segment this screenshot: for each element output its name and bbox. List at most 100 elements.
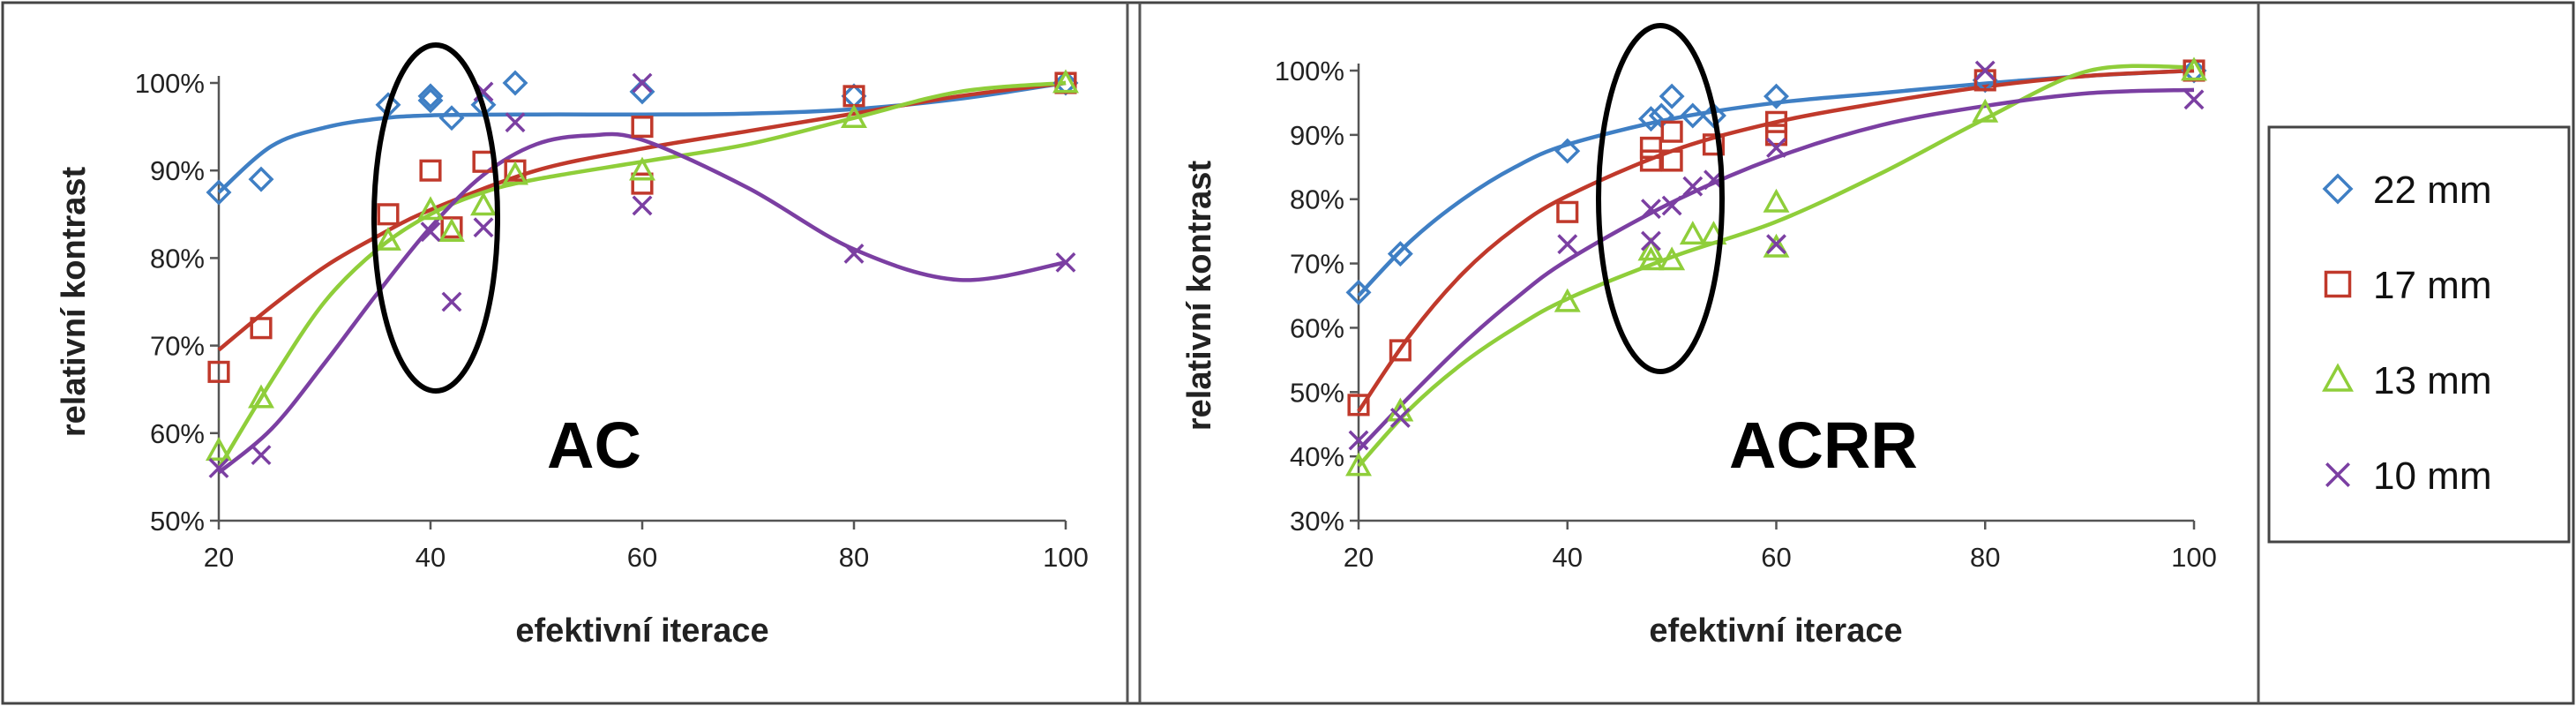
highlight-ellipse — [1596, 23, 1725, 374]
legend-item: 13 mm — [2322, 359, 2491, 402]
data-point-diamond — [1637, 106, 1664, 132]
y-tick-label: 50% — [1290, 377, 1344, 408]
data-point-triangle — [375, 226, 401, 251]
data-point-triangle — [470, 192, 497, 216]
data-point-x — [1641, 199, 1661, 220]
x-tick-label: 20 — [1344, 542, 1374, 573]
data-point-diamond — [1387, 241, 1413, 267]
data-point-square — [1556, 200, 1579, 223]
legend-label: 13 mm — [2373, 359, 2491, 402]
y-tick-label: 80% — [1290, 184, 1344, 215]
data-point-square — [1702, 133, 1726, 156]
data-point-x — [208, 458, 229, 478]
data-point-triangle — [417, 196, 444, 221]
data-point-x — [632, 195, 653, 216]
data-point-triangle — [2181, 56, 2207, 81]
data-point-square — [1639, 149, 1663, 172]
data-point-diamond — [1764, 83, 1789, 109]
y-tick-label: 100% — [135, 68, 205, 99]
data-point-square — [377, 203, 400, 226]
y-axis-title: relativní kontrast — [56, 167, 93, 438]
data-series — [1348, 60, 2205, 451]
x-tick-label: 100 — [2171, 542, 2217, 573]
x-tick-label: 40 — [416, 542, 446, 573]
data-point-square — [207, 360, 230, 383]
data-point-x — [1766, 137, 1786, 158]
data-point-triangle — [1637, 237, 1665, 261]
data-point-x — [1766, 234, 1786, 255]
y-tick-label: 70% — [1290, 249, 1344, 280]
data-point-x — [632, 72, 653, 94]
y-tick-label: 30% — [1290, 506, 1344, 537]
data-point-diamond — [502, 70, 528, 96]
data-point-triangle — [1679, 221, 1706, 245]
trend-line — [217, 131, 1067, 475]
y-tick-label: 60% — [1290, 312, 1344, 343]
data-point-x — [1557, 234, 1578, 255]
trend-line — [217, 80, 1067, 469]
data-point-x — [1661, 195, 1682, 216]
data-point-x — [505, 112, 526, 133]
data-point-diamond — [417, 83, 444, 109]
trend-line — [1357, 68, 2195, 413]
data-point-x — [473, 217, 494, 238]
data-point-square — [1660, 149, 1683, 172]
data-point-triangle — [502, 161, 528, 185]
data-point-diamond — [2322, 173, 2354, 205]
data-point-triangle — [1052, 69, 1079, 94]
x-tick-label: 20 — [204, 542, 234, 573]
legend-label: 22 mm — [2373, 169, 2491, 212]
x-tick-label: 80 — [839, 542, 869, 573]
legend-item: 10 mm — [2325, 454, 2491, 498]
legend-marker-x — [2325, 462, 2350, 487]
y-tick-label: 90% — [1290, 120, 1344, 151]
legend-marker-diamond — [2322, 173, 2354, 205]
data-point-square — [631, 172, 654, 195]
data-point-diamond — [1554, 138, 1581, 164]
data-point-x — [1682, 176, 1704, 197]
data-point-x — [1974, 60, 1996, 81]
x-tick-label: 80 — [1970, 542, 2000, 573]
data-point-square — [440, 216, 463, 239]
data-point-square — [250, 317, 273, 340]
y-tick-label: 70% — [150, 331, 205, 362]
data-point-square — [1764, 110, 1788, 133]
data-series — [208, 72, 1076, 478]
data-point-x — [2325, 462, 2350, 487]
data-point-x — [2183, 89, 2205, 110]
data-point-diamond — [438, 105, 465, 131]
data-series — [206, 69, 1079, 461]
data-point-x — [1055, 252, 1076, 273]
data-point-triangle — [1763, 233, 1790, 258]
data-point-square — [631, 116, 654, 139]
legend-item: 22 mm — [2322, 169, 2491, 212]
data-point-triangle — [841, 104, 867, 129]
data-point-triangle — [248, 384, 274, 409]
trend-line — [1357, 87, 2195, 452]
data-point-square — [504, 159, 527, 182]
data-point-x — [1348, 430, 1369, 451]
data-point-square — [1660, 120, 1683, 143]
x-tick-label: 100 — [1043, 542, 1089, 573]
data-point-triangle — [1763, 188, 1790, 213]
chart-ac: 50% 60% 70% 80% 90% 100% 20 40 60 80 100 efektivní … — [56, 42, 1089, 650]
x-axis-title: efektivní iterace — [515, 612, 768, 650]
data-point-square — [419, 159, 442, 182]
data-point-x — [441, 291, 462, 312]
data-point-x — [1641, 230, 1661, 252]
data-point-triangle — [206, 437, 232, 461]
highlight-ellipse — [371, 42, 500, 394]
legend-marker-triangle — [2322, 363, 2354, 392]
data-point-triangle — [1554, 288, 1581, 312]
chart-acrr: 30% 40% 50% 60% 70% 80% 90% 100% 20 40 60 80 100 efek… — [1181, 23, 2217, 650]
y-tick-label: 50% — [150, 506, 205, 537]
legend-label: 10 mm — [2373, 454, 2491, 498]
data-point-triangle — [1345, 452, 1372, 477]
data-point-diamond — [417, 87, 444, 114]
data-point-triangle — [629, 156, 655, 181]
y-tick-label: 60% — [150, 418, 205, 449]
legend-marker-square — [2324, 270, 2352, 298]
legend-box — [2267, 125, 2571, 544]
